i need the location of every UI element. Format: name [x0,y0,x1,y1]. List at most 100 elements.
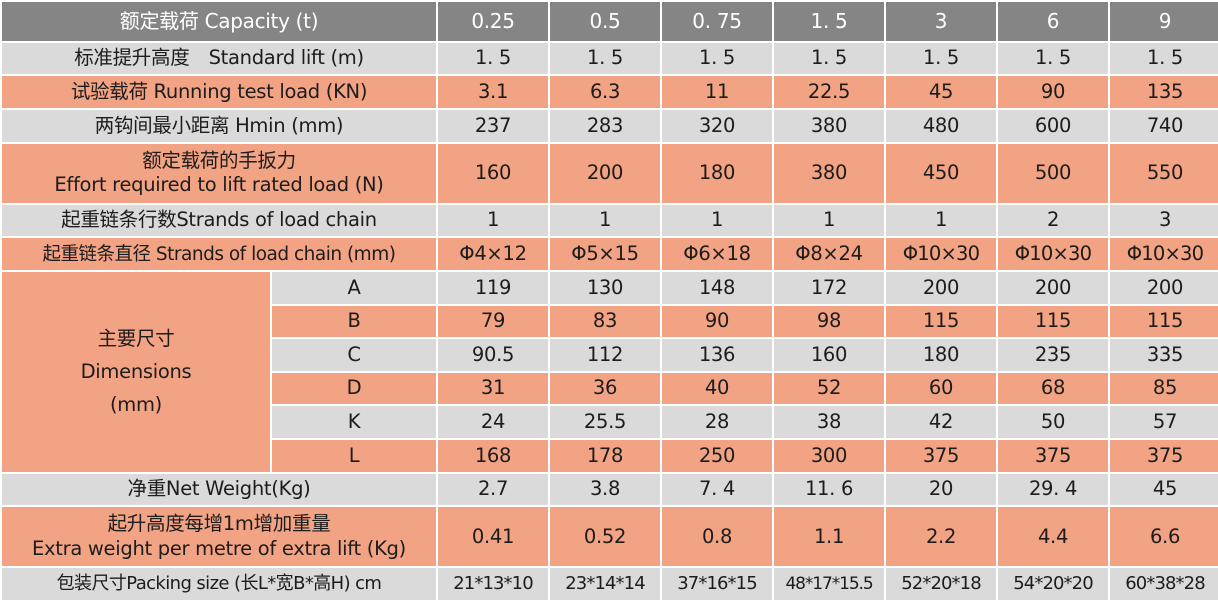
cell-value: 450 [886,143,996,203]
cell-value: 160 [774,339,884,371]
cell-value: 283 [550,109,660,142]
cell-value: 200 [998,271,1108,304]
cell-value: 90.5 [438,339,548,371]
cell-value: 60*38*28 [1110,568,1218,600]
cell-value: 45 [886,76,996,108]
cell-value: 79 [438,305,548,338]
cell-value: 90 [662,305,772,338]
cell-value: 1 [662,204,772,237]
cell-value: 22.5 [774,76,884,108]
cell-value: 335 [1110,339,1218,371]
row-label-line: Effort required to lift rated load (N) [54,173,384,197]
cell-value: 0.52 [550,507,660,567]
cell-value: 740 [1110,109,1218,142]
row-label: 起升高度每增1m增加重量 Extra weight per metre of e… [2,507,436,567]
cell-value: 29. 4 [998,473,1108,506]
cell-value: 60 [886,372,996,405]
capacity-value: 3 [886,2,996,41]
cell-value: 37*16*15 [662,568,772,600]
cell-value: 172 [774,271,884,304]
cell-value: 200 [1110,271,1218,304]
cell-value: 1.1 [774,507,884,567]
cell-value: 375 [1110,439,1218,472]
cell-value: 380 [774,109,884,142]
row-label: 额定载荷的手扳力 Effort required to lift rated l… [2,143,436,203]
cell-value: Φ8×24 [774,238,884,270]
cell-value: 31 [438,372,548,405]
table-row: 两钩间最小距离 Hmin (mm) 237 283 320 380 480 60… [2,109,1218,142]
dimension-key: D [272,372,436,405]
row-label-line: 额定载荷的手扳力 [142,148,296,172]
cell-value: 3.8 [550,473,660,506]
dimension-key: B [272,305,436,338]
cell-value: 42 [886,406,996,438]
cell-value: 54*20*20 [998,568,1108,600]
table-row: 试验载荷 Running test load (KN) 3.1 6.3 11 2… [2,76,1218,108]
row-label: 包装尺寸Packing size (长L*宽B*高H) cm [2,568,436,600]
cell-value: 11 [662,76,772,108]
row-label: 标准提升高度 Standard lift (m) [2,42,436,75]
cell-value: Φ10×30 [886,238,996,270]
row-label: 净重Net Weight(Kg) [2,473,436,506]
cell-value: 550 [1110,143,1218,203]
cell-value: 85 [1110,372,1218,405]
cell-value: 119 [438,271,548,304]
cell-value: 115 [998,305,1108,338]
cell-value: 200 [886,271,996,304]
cell-value: 178 [550,439,660,472]
cell-value: 24 [438,406,548,438]
cell-value: 6.6 [1110,507,1218,567]
cell-value: 250 [662,439,772,472]
dimensions-label: 主要尺寸 Dimensions (mm) [2,271,270,472]
cell-value: 235 [998,339,1108,371]
cell-value: 0.8 [662,507,772,567]
cell-value: 57 [1110,406,1218,438]
cell-value: 28 [662,406,772,438]
cell-value: 50 [998,406,1108,438]
table-row: K 24 25.5 28 38 42 50 57 [2,406,1218,438]
cell-value: 237 [438,109,548,142]
cell-value: 1. 5 [774,42,884,75]
cell-value: 112 [550,339,660,371]
cell-value: 180 [886,339,996,371]
table-row: 起重链条行数Strands of load chain 1 1 1 1 1 2 … [2,204,1218,237]
dimension-key: A [272,271,436,304]
cell-value: 1. 5 [886,42,996,75]
cell-value: 0.41 [438,507,548,567]
cell-value: 136 [662,339,772,371]
cell-value: 20 [886,473,996,506]
dimension-key: K [272,406,436,438]
row-label: 两钩间最小距离 Hmin (mm) [2,109,436,142]
cell-value: 1. 5 [1110,42,1218,75]
cell-value: 52*20*18 [886,568,996,600]
table-row: 主要尺寸 Dimensions (mm) A 119 130 148 172 2… [2,271,1218,472]
cell-value: 68 [998,372,1108,405]
table-row: 包装尺寸Packing size (长L*宽B*高H) cm 21*13*10 … [2,568,1218,600]
cell-value: Φ6×18 [662,238,772,270]
capacity-value: 6 [998,2,1108,41]
capacity-value: 0. 75 [662,2,772,41]
cell-value: 135 [1110,76,1218,108]
cell-value: 4.4 [998,507,1108,567]
table-row: 起重链条直径 Strands of load chain (mm) Φ4×12 … [2,238,1218,270]
cell-value: 180 [662,143,772,203]
cell-value: 2.7 [438,473,548,506]
cell-value: 375 [998,439,1108,472]
dimension-key: L [272,439,436,472]
cell-value: 1 [550,204,660,237]
capacity-label: 额定载荷 Capacity (t) [2,2,436,41]
cell-value: 320 [662,109,772,142]
dimension-key: C [272,339,436,371]
cell-value: 3.1 [438,76,548,108]
cell-value: 500 [998,143,1108,203]
cell-value: 2.2 [886,507,996,567]
cell-value: 115 [886,305,996,338]
table-row: L 168 178 250 300 375 375 375 [2,439,1218,472]
row-label-line: 起升高度每增1m增加重量 [107,512,331,536]
capacity-value: 1. 5 [774,2,884,41]
dimensions-label-line: Dimensions [80,360,192,384]
cell-value: 36 [550,372,660,405]
cell-value: 11. 6 [774,473,884,506]
capacity-value: 0.5 [550,2,660,41]
cell-value: 1. 5 [438,42,548,75]
